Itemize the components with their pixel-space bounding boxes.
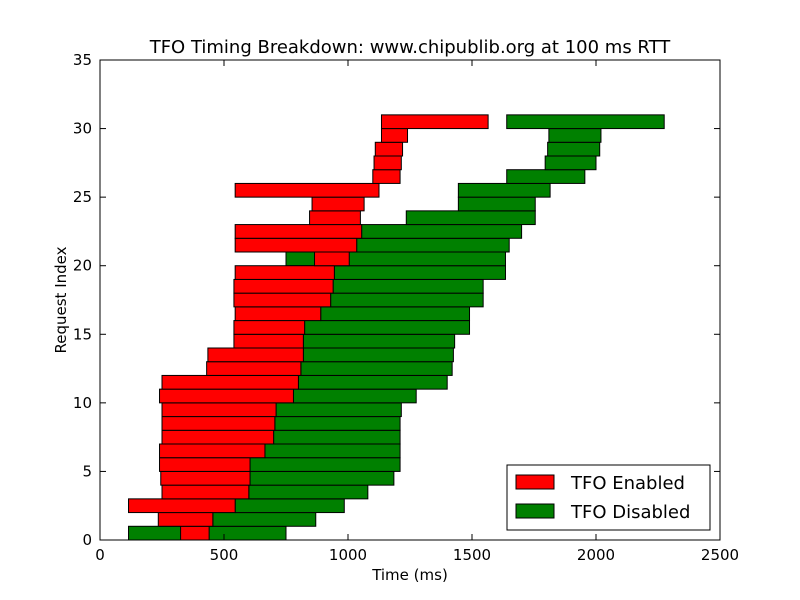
tfo-disabled-bar-30	[506, 114, 665, 130]
y-tick-label: 25	[73, 188, 92, 206]
tfo-disabled-bar-21	[356, 237, 510, 253]
tfo-enabled-bar-4	[160, 470, 251, 486]
tfo-enabled-bar-26	[372, 169, 401, 184]
tfo-disabled-bar-25	[457, 182, 551, 198]
tfo-disabled-bar-6	[264, 443, 401, 459]
tfo-disabled-bar-15	[304, 320, 471, 335]
tfo-disabled-bar-18	[332, 278, 484, 294]
tfo-enabled-bar-18	[233, 278, 334, 294]
tfo-enabled-bar-5	[159, 457, 251, 472]
tfo-enabled-bar-12	[206, 361, 302, 376]
x-tick-label: 500	[210, 546, 239, 564]
tfo-disabled-bar-13	[302, 347, 454, 363]
tfo-enabled-bar-2	[128, 498, 236, 514]
tfo-enabled-bar-29	[380, 128, 409, 143]
tfo-disabled-bar-12	[300, 361, 453, 376]
tfo-disabled-bar-8	[274, 416, 401, 431]
tfo-disabled-bar-29	[548, 128, 602, 143]
tfo-enabled-bar-6	[159, 443, 266, 459]
y-axis-label: Request Index	[52, 246, 70, 353]
x-axis: 0 500 1000 1500 2000 2500	[95, 60, 739, 564]
plot-area	[99, 59, 721, 541]
tfo-enabled-bar-10	[159, 388, 294, 404]
tfo-enabled-bar-11	[161, 374, 299, 390]
tfo-enabled-bar-20	[314, 251, 350, 267]
legend-swatch-tfo-disabled	[515, 503, 555, 519]
series-tfo-enabled-bars	[128, 114, 489, 541]
tfo-disabled-bar-14	[302, 333, 456, 349]
legend-label-tfo-enabled: TFO Enabled	[570, 473, 685, 494]
tfo-enabled-bar-15	[233, 320, 306, 335]
tfo-disabled-bar-10	[292, 388, 417, 404]
tfo-enabled-bar-14	[233, 333, 304, 349]
tfo-disabled-bar-24	[457, 196, 536, 212]
tfo-enabled-bar-17	[233, 292, 332, 308]
x-tick-label: 1000	[329, 546, 367, 564]
tfo-enabled-bar-22	[234, 224, 363, 239]
y-tick-label: 30	[73, 120, 92, 138]
tfo-disabled-bar-26	[506, 169, 586, 184]
y-tick-label: 15	[73, 325, 92, 343]
tfo-disabled-bar-17	[330, 292, 484, 308]
tfo-enabled-bar-7	[161, 429, 275, 445]
tfo-enabled-bar-21	[234, 237, 358, 253]
legend-swatch-tfo-enabled	[515, 474, 555, 490]
tfo-enabled-bar-30	[380, 114, 489, 130]
tfo-enabled-bar-25	[234, 182, 380, 198]
x-tick-label: 1500	[453, 546, 491, 564]
tfo-enabled-bar-16	[234, 306, 322, 322]
tfo-enabled-bar-24	[311, 196, 365, 212]
tfo-disabled-bar-19	[333, 265, 506, 280]
tfo-enabled-bar-9	[161, 402, 277, 418]
y-tick-label: 20	[73, 257, 92, 275]
tfo-enabled-bar-3	[161, 484, 250, 500]
tfo-disabled-bar-1	[212, 512, 317, 527]
tfo-enabled-bar-1	[157, 512, 214, 527]
tfo-enabled-bar-23	[309, 210, 361, 226]
tfo-enabled-bar-13	[207, 347, 304, 363]
tfo-disabled-bar-5	[249, 457, 401, 472]
tfo-disabled-bar-7	[273, 429, 401, 445]
tfo-disabled-bar-23	[405, 210, 536, 226]
tfo-disabled-bar-16	[320, 306, 471, 322]
tfo-enabled-bar-0	[180, 525, 210, 541]
legend: TFO Enabled TFO Disabled	[506, 464, 711, 531]
tfo-disabled-bar-11	[297, 374, 448, 390]
tfo-disabled-bar-28	[547, 141, 601, 157]
plot-frame	[99, 59, 721, 541]
tfo-disabled-bar-22	[361, 224, 523, 239]
tfo-enabled-bar-19	[234, 265, 335, 280]
tfo-disabled-bar-3	[248, 484, 369, 500]
x-tick-label: 0	[95, 546, 105, 564]
tfo-enabled-bar-28	[374, 141, 404, 157]
legend-label-tfo-disabled: TFO Disabled	[570, 502, 690, 523]
x-axis-label: Time (ms)	[371, 566, 448, 584]
tfo-enabled-bar-8	[161, 416, 276, 431]
tfo-disabled-bar-4	[249, 470, 395, 486]
y-tick-label: 5	[82, 462, 92, 480]
tfo-disabled-bar-2	[234, 498, 345, 514]
tfo-disabled-bar-27	[544, 155, 597, 171]
y-axis: 0 5 10 15 20 25 30 35	[73, 51, 720, 549]
tfo-enabled-bar-27	[373, 155, 402, 171]
chart-title: TFO Timing Breakdown: www.chipublib.org …	[149, 37, 672, 58]
tfo-disabled-bar-9	[275, 402, 402, 418]
y-tick-label: 0	[82, 531, 92, 549]
y-tick-label: 10	[73, 394, 92, 412]
x-tick-label: 2500	[701, 546, 739, 564]
y-tick-label: 35	[73, 51, 92, 69]
x-tick-label: 2000	[577, 546, 615, 564]
